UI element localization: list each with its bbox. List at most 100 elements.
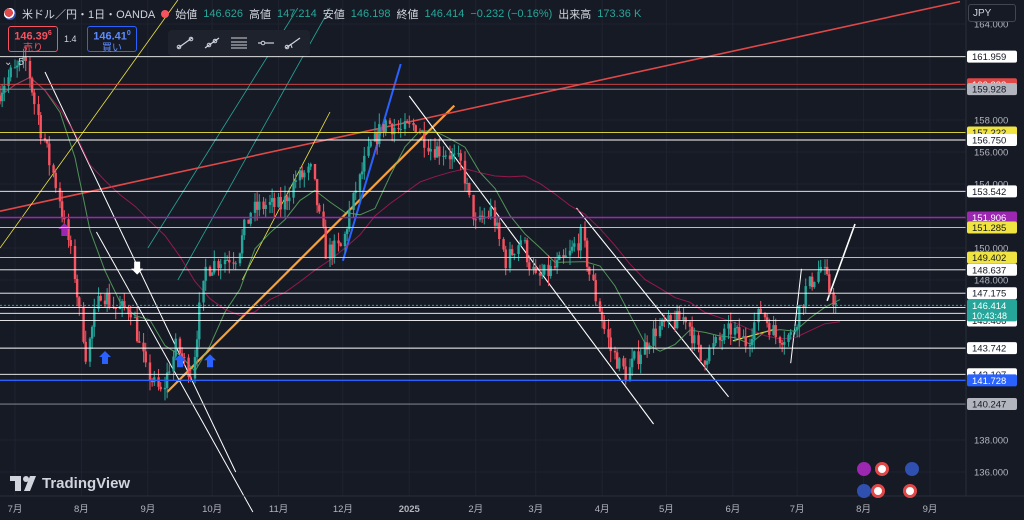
candle-body: [405, 121, 409, 123]
candle-body: [568, 250, 572, 256]
symbol-header: 米ドル／円・1日・OANDA 始値 146.626 高値 147.214 安値 146…: [4, 4, 641, 24]
candle-body: [463, 160, 467, 184]
price-axis[interactable]: 164.000 158.000 156.000 154.000 150.000 148.0…: [965, 0, 1024, 520]
candle-body: [528, 262, 531, 270]
candle-body: [258, 201, 261, 210]
candle-body: [798, 305, 801, 327]
time-tick-label: 12月: [333, 504, 353, 515]
candle-body: [682, 317, 685, 320]
symbol-title[interactable]: 米ドル／円・1日・OANDA: [22, 9, 156, 21]
line-tool-icon[interactable]: [174, 34, 196, 52]
high-label: 高値: [249, 9, 272, 21]
candle-body: [255, 201, 259, 210]
candle-body: [28, 60, 32, 79]
us-flag-icon[interactable]: [857, 484, 871, 498]
candle-body: [210, 272, 214, 276]
candle-body: [108, 293, 111, 307]
price-level-value: 143.742: [972, 344, 1006, 355]
indicator-count: 5: [18, 57, 24, 68]
candle-body: [24, 56, 27, 61]
indicators-toggle[interactable]: ⌄ 5: [4, 57, 24, 68]
moving-average-short: [0, 76, 841, 373]
candle-body: [318, 205, 321, 212]
drawn-trendlines: [0, 0, 961, 513]
price-level-tag: [967, 83, 1017, 96]
time-axis[interactable]: 7月 8月 9月 10月 11月 12月 2025 2月 3月 4月 5月 6月 7月 8月 9月: [0, 495, 1024, 515]
candle-body: [292, 182, 295, 198]
price-level-value: 145.466: [972, 316, 1006, 327]
up-arrow-icon: [174, 354, 186, 368]
lightning-icon[interactable]: [857, 462, 871, 476]
tradingview-logo: TradingView: [10, 474, 130, 492]
candle-body: [442, 155, 445, 157]
buy-button[interactable]: 146.410 買い: [87, 26, 137, 54]
candle-body: [135, 317, 139, 342]
candle-body: [502, 239, 505, 250]
candle-body: [273, 198, 276, 207]
up-arrow-icon: [58, 223, 71, 236]
price-level-tag: [967, 134, 1017, 146]
candle-body: [187, 357, 190, 377]
tradingview-logo-icon: [10, 474, 36, 492]
currency-select[interactable]: JPY: [968, 4, 1016, 22]
candle-body: [307, 166, 310, 173]
candle-body: [264, 204, 267, 209]
candle-body: [474, 219, 477, 221]
candle-body: [97, 295, 100, 309]
candle-body: [795, 326, 799, 331]
ray-tool-icon[interactable]: [201, 34, 223, 52]
us-event-icon[interactable]: [905, 462, 919, 476]
candle-body: [457, 153, 460, 155]
candle-body: [420, 131, 424, 133]
fib-tool-icon[interactable]: [228, 34, 250, 52]
hline-tool-icon[interactable]: [255, 34, 277, 52]
price-tick-label: 154.000: [974, 180, 1008, 191]
candle-body: [444, 155, 447, 157]
price-level-tag: [967, 221, 1017, 234]
candle-body: [523, 240, 527, 242]
price-level-tag: [967, 185, 1017, 198]
candle-body: [328, 244, 332, 259]
time-tick-label: 2025: [399, 504, 421, 515]
candle-body: [369, 141, 372, 147]
candle-body: [54, 172, 57, 189]
candle-body: [450, 153, 454, 160]
candle-body: [285, 196, 289, 202]
candle-body: [363, 155, 366, 172]
candle-body: [388, 120, 392, 124]
candlestick-series: [0, 46, 837, 401]
candle-body: [675, 311, 679, 328]
candle-body: [168, 371, 171, 373]
candle-body: [150, 380, 154, 383]
candle-body: [774, 325, 777, 338]
buy-label: 買い: [102, 42, 122, 54]
candle-body: [67, 219, 70, 241]
candle-body: [759, 308, 762, 314]
candle-body: [82, 306, 85, 342]
candle-body: [705, 360, 709, 365]
candle-body: [832, 292, 835, 305]
candle-body: [148, 362, 152, 381]
price-level-value: 156.750: [972, 136, 1006, 147]
candle-body: [138, 341, 141, 343]
trend-angle-icon[interactable]: [282, 34, 304, 52]
open-label: 始値: [175, 9, 198, 21]
price-tick-label: 164.000: [974, 20, 1008, 31]
candle-body: [598, 301, 602, 312]
candle-body: [703, 360, 707, 365]
candle-body: [39, 115, 42, 139]
sell-button[interactable]: 146.396 売り: [8, 26, 58, 54]
candle-body: [615, 352, 619, 369]
jp-event-icon[interactable]: [875, 462, 889, 476]
price-tick-label: 156.000: [974, 148, 1008, 159]
current-price-tag: [967, 299, 1017, 322]
jp-event-icon-2[interactable]: [903, 484, 917, 498]
price-level-tag: [967, 342, 1017, 355]
candle-body: [240, 235, 244, 254]
candle-body: [58, 188, 62, 202]
trend-line: [408, 95, 655, 425]
candle-body: [588, 266, 591, 275]
candle-body: [63, 217, 66, 220]
jp-flag-icon[interactable]: [871, 484, 885, 498]
